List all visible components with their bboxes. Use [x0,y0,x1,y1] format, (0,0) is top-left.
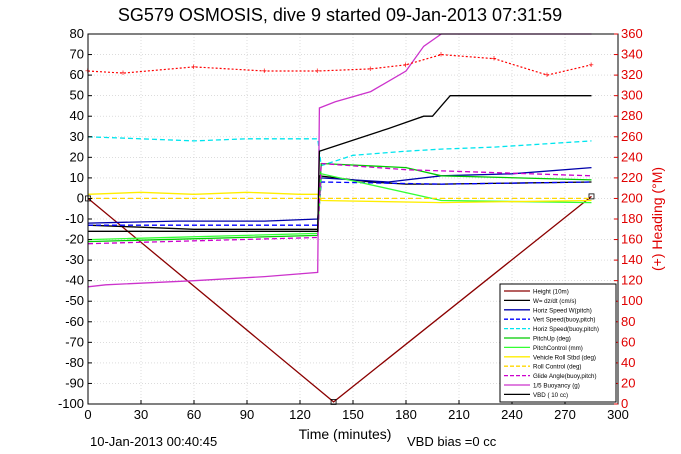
y-right-tick-label: 340 [621,47,643,62]
y-tick-label: -90 [65,375,84,390]
x-axis-label: Time (minutes) [299,426,392,442]
x-tick-label: 60 [187,407,201,422]
x-tick-label: 30 [134,407,148,422]
x-axis-ticks: 0 30 60 90 120 150 180 210 240 270 300 [84,400,629,422]
series-layer [85,33,595,405]
y-right-tick-label: 320 [621,67,643,82]
y-right-tick-label: 20 [621,375,635,390]
x-tick-label: 270 [554,407,576,422]
y-tick-label: -20 [65,232,84,247]
y-right-tick-label: 60 [621,334,635,349]
legend-label: PitchControl (mm) [533,345,583,352]
y-tick-label: 80 [70,26,84,41]
x-tick-label: 180 [395,407,417,422]
footer-vbd-bias: VBD bias =0 cc [407,434,497,449]
legend-label: Height (10m) [533,289,569,296]
legend-box [499,283,617,403]
x-tick-label: 120 [289,407,311,422]
heading-marker: + [491,54,496,64]
legend-label: PitchUp (deg) [533,336,571,343]
heading-marker: + [120,68,125,78]
heading-marker: + [191,62,196,72]
footer-date: 10-Jan-2013 00:40:45 [90,434,217,449]
y-tick-label: 30 [70,129,84,144]
series-line [87,162,592,245]
legend-label: Vehicle Roll Stbd (deg) [533,354,596,361]
y-right-axis-ticks: 0 20 40 60 80 100 120 140 160 180 200 220 240 260 280 3… [614,26,643,411]
y-right-tick-label: 140 [621,252,643,267]
y-tick-label: 40 [70,108,84,123]
x-tick-label: 240 [501,407,523,422]
legend-label: 1/5 Buoyancy (g) [533,383,580,390]
legend-label: Roll Control (deg) [533,364,582,371]
series-line [87,172,592,241]
x-tick-label: 300 [607,407,629,422]
legend: Height (10m) W= dz/dt (cm/s) Horiz Speed W… [499,283,617,403]
y-right-tick-label: 100 [621,293,643,308]
y-right-tick-label: 280 [621,108,643,123]
y-right-tick-label: 180 [621,211,643,226]
y-right-tick-label: 300 [621,88,643,103]
y-tick-label: 20 [70,149,84,164]
y-tick-label: -30 [65,252,84,267]
y-tick-label: 70 [70,47,84,62]
y-right-axis-label: (+) Heading (°M) [649,167,665,271]
y-tick-label: -50 [65,293,84,308]
heading-marker: + [315,66,320,76]
heading-marker: + [262,66,267,76]
y-tick-label: 50 [70,88,84,103]
x-tick-label: 210 [448,407,470,422]
y-right-tick-label: 360 [621,26,643,41]
x-tick-label: 0 [84,407,91,422]
y-right-tick-label: 40 [621,355,635,370]
y-right-tick-label: 120 [621,273,643,288]
y-tick-label: -100 [58,396,84,411]
legend-label: Vert Speed(buoy,pitch) [533,317,595,324]
legend-label: W= dz/dt (cm/s) [533,298,577,305]
heading-marker: + [544,70,549,80]
y-tick-label: 60 [70,67,84,82]
legend-label: Glide Angle(buoy,pitch) [533,373,597,380]
y-axis-ticks: -100-90-80-70-60-50-40-30-20-10010203040… [58,26,92,411]
series-line [87,191,592,204]
heading-marker: + [438,50,443,60]
y-right-tick-label: 260 [621,129,643,144]
heading-marker: + [589,60,594,70]
x-tick-label: 150 [342,407,364,422]
series-line [87,33,592,288]
heading-marker: + [368,64,373,74]
y-right-tick-label: 220 [621,170,643,185]
x-tick-label: 90 [240,407,254,422]
y-right-tick-label: 200 [621,190,643,205]
y-right-tick-label: 80 [621,314,635,329]
chart-title: SG579 OSMOSIS, dive 9 started 09-Jan-201… [118,5,562,25]
y-right-tick-label: 160 [621,232,643,247]
legend-label: Horiz Speed W(pitch) [533,307,592,314]
legend-label: VBD ( 10 cc) [533,392,568,399]
y-tick-label: -70 [65,334,84,349]
y-tick-label: -10 [65,211,84,226]
y-right-tick-label: 240 [621,149,643,164]
y-tick-label: 10 [70,170,84,185]
heading-marker: + [403,60,408,70]
y-tick-label: 0 [77,190,84,205]
legend-label: Horiz Speed(buoy,pitch) [533,326,599,333]
series-line [88,95,592,232]
series-line [87,195,592,403]
series-line [87,162,592,243]
y-right-tick-label: 0 [621,396,628,411]
series-marker [588,193,595,200]
y-tick-label: -60 [65,314,84,329]
y-tick-label: -40 [65,273,84,288]
y-tick-label: -80 [65,355,84,370]
